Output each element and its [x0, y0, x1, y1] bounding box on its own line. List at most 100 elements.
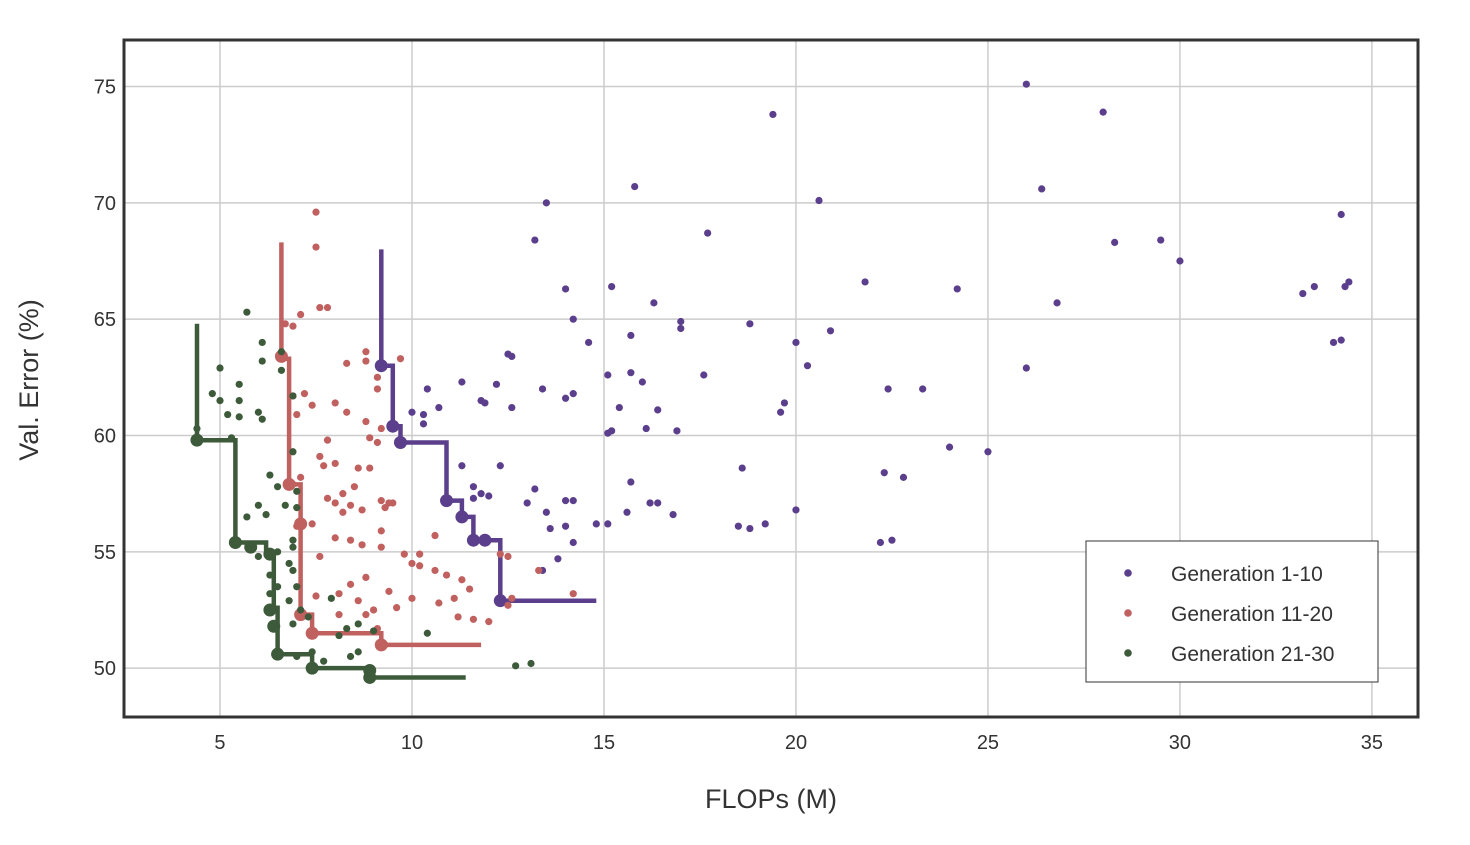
data-point — [593, 520, 600, 527]
data-point — [370, 606, 377, 613]
data-point — [374, 374, 381, 381]
legend: Generation 1-10 Generation 11-20 Generatio… — [1086, 541, 1378, 682]
data-point — [382, 504, 389, 511]
data-point — [297, 606, 304, 613]
data-point — [343, 409, 350, 416]
data-point — [293, 583, 300, 590]
frontier-marker — [455, 510, 468, 523]
data-point — [1053, 299, 1060, 306]
data-point — [424, 630, 431, 637]
data-point — [570, 539, 577, 546]
data-point — [431, 567, 438, 574]
data-point — [209, 390, 216, 397]
data-point — [570, 590, 577, 597]
data-point — [355, 648, 362, 655]
data-point — [339, 509, 346, 516]
data-point — [616, 404, 623, 411]
data-point — [504, 602, 511, 609]
data-point — [286, 597, 293, 604]
frontier-marker — [375, 638, 388, 651]
y-tick-label: 65 — [94, 309, 116, 331]
data-point — [293, 488, 300, 495]
data-point — [454, 613, 461, 620]
data-point — [535, 567, 542, 574]
data-point — [497, 551, 504, 558]
data-point — [320, 658, 327, 665]
data-point — [792, 339, 799, 346]
data-point — [804, 362, 811, 369]
data-point — [385, 588, 392, 595]
data-point — [458, 576, 465, 583]
data-point — [554, 555, 561, 562]
data-point — [262, 511, 269, 518]
data-point — [343, 625, 350, 632]
data-point — [378, 527, 385, 534]
data-point — [278, 367, 285, 374]
data-point — [335, 632, 342, 639]
data-point — [815, 197, 822, 204]
data-point — [1338, 337, 1345, 344]
x-axis-title: FLOPs (M) — [705, 784, 837, 814]
data-point — [416, 551, 423, 558]
x-tick-label: 25 — [977, 732, 999, 754]
data-point — [512, 662, 519, 669]
data-point — [984, 448, 991, 455]
data-point — [888, 537, 895, 544]
data-point — [562, 285, 569, 292]
data-point — [374, 385, 381, 392]
data-point — [900, 474, 907, 481]
data-point — [320, 462, 327, 469]
data-point — [608, 283, 615, 290]
y-tick-label: 55 — [94, 542, 116, 564]
frontier-marker — [190, 434, 203, 447]
frontier-marker — [394, 436, 407, 449]
data-point — [316, 553, 323, 560]
data-point — [435, 404, 442, 411]
legend-marker — [1124, 609, 1132, 617]
data-point — [604, 520, 611, 527]
data-point — [627, 369, 634, 376]
data-point — [451, 595, 458, 602]
data-point — [585, 339, 592, 346]
data-point — [316, 304, 323, 311]
data-point — [700, 371, 707, 378]
data-point — [289, 567, 296, 574]
data-point — [777, 409, 784, 416]
series-1 — [375, 81, 1353, 608]
data-point — [293, 411, 300, 418]
data-point — [324, 304, 331, 311]
data-point — [954, 285, 961, 292]
data-point — [627, 478, 634, 485]
data-point — [332, 499, 339, 506]
data-point — [305, 613, 312, 620]
data-point — [374, 439, 381, 446]
y-axis-title: Val. Error (%) — [14, 299, 44, 461]
data-point — [416, 562, 423, 569]
frontier-marker — [440, 494, 453, 507]
data-point — [224, 411, 231, 418]
data-point — [1100, 109, 1107, 116]
frontier-marker — [294, 517, 307, 530]
data-point — [458, 462, 465, 469]
y-tick-label: 60 — [94, 425, 116, 447]
data-point — [366, 434, 373, 441]
frontier-marker — [386, 420, 399, 433]
data-point — [335, 611, 342, 618]
data-point — [216, 397, 223, 404]
data-point — [332, 399, 339, 406]
data-point — [1111, 239, 1118, 246]
x-tick-label: 5 — [214, 732, 225, 754]
legend-label: Generation 21-30 — [1171, 643, 1334, 666]
data-point — [608, 427, 615, 434]
data-point — [504, 553, 511, 560]
data-point — [562, 395, 569, 402]
data-point — [243, 309, 250, 316]
data-point — [362, 357, 369, 364]
data-point — [289, 392, 296, 399]
data-point — [389, 499, 396, 506]
data-point — [347, 581, 354, 588]
x-tick-label: 30 — [1169, 732, 1191, 754]
y-tick-label: 75 — [94, 77, 116, 99]
data-point — [420, 411, 427, 418]
